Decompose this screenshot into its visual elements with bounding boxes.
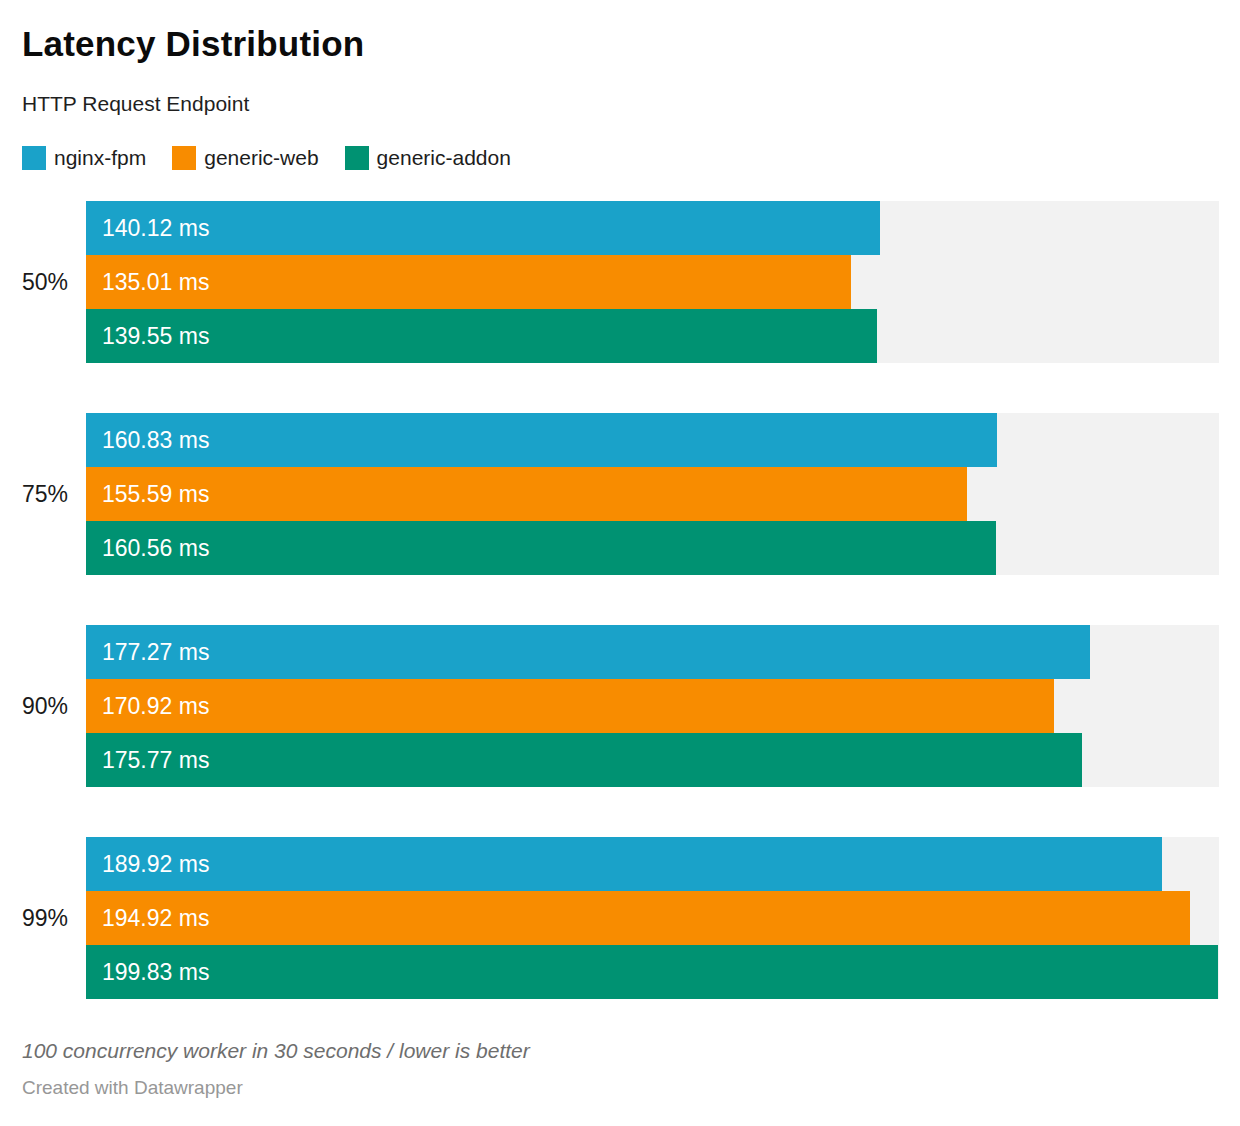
bar-value-label: 140.12 ms <box>102 215 209 242</box>
bar-value-label: 199.83 ms <box>102 959 209 986</box>
chart-group-50%: 50% 140.12 ms 135.01 ms 139.55 ms <box>22 201 1219 363</box>
bar-value-label: 189.92 ms <box>102 851 209 878</box>
bar-generic-addon-99%: 199.83 ms <box>86 945 1218 999</box>
legend-item-generic-addon: generic-addon <box>345 146 511 170</box>
bar-value-label: 160.83 ms <box>102 427 209 454</box>
legend-label: generic-web <box>204 146 318 170</box>
bar-generic-web-75%: 155.59 ms <box>86 467 967 521</box>
legend-swatch-icon <box>22 146 46 170</box>
chart-group-90%: 90% 177.27 ms 170.92 ms 175.77 ms <box>22 625 1219 787</box>
bar-value-label: 194.92 ms <box>102 905 209 932</box>
bar-value-label: 177.27 ms <box>102 639 209 666</box>
bar-track: 140.12 ms 135.01 ms 139.55 ms <box>86 201 1219 363</box>
chart-page: Latency Distribution HTTP Request Endpoi… <box>0 0 1240 1126</box>
chart-subtitle: HTTP Request Endpoint <box>22 91 1219 116</box>
bar-generic-web-99%: 194.92 ms <box>86 891 1190 945</box>
chart-group-75%: 75% 160.83 ms 155.59 ms 160.56 ms <box>22 413 1219 575</box>
legend-label: nginx-fpm <box>54 146 146 170</box>
legend-item-generic-web: generic-web <box>172 146 318 170</box>
chart-note: 100 concurrency worker in 30 seconds / l… <box>22 1039 1219 1063</box>
legend-swatch-icon <box>172 146 196 170</box>
category-label: 75% <box>22 481 86 508</box>
bar-nginx-fpm-50%: 140.12 ms <box>86 201 880 255</box>
bar-value-label: 160.56 ms <box>102 535 209 562</box>
bar-value-label: 170.92 ms <box>102 693 209 720</box>
bar-nginx-fpm-75%: 160.83 ms <box>86 413 997 467</box>
bar-generic-web-50%: 135.01 ms <box>86 255 851 309</box>
category-label: 99% <box>22 905 86 932</box>
legend: nginx-fpm generic-web generic-addon <box>22 146 1219 170</box>
bar-value-label: 155.59 ms <box>102 481 209 508</box>
bar-generic-addon-50%: 139.55 ms <box>86 309 877 363</box>
bar-value-label: 175.77 ms <box>102 747 209 774</box>
bar-value-label: 135.01 ms <box>102 269 209 296</box>
bar-track: 160.83 ms 155.59 ms 160.56 ms <box>86 413 1219 575</box>
bar-track: 177.27 ms 170.92 ms 175.77 ms <box>86 625 1219 787</box>
bar-nginx-fpm-90%: 177.27 ms <box>86 625 1090 679</box>
legend-label: generic-addon <box>377 146 511 170</box>
legend-item-nginx-fpm: nginx-fpm <box>22 146 146 170</box>
datawrapper-attribution: Created with Datawrapper <box>22 1077 1219 1099</box>
legend-swatch-icon <box>345 146 369 170</box>
bar-chart: 50%140.12 ms135.01 ms139.55 ms75%160.83 … <box>22 201 1219 999</box>
bar-nginx-fpm-99%: 189.92 ms <box>86 837 1162 891</box>
bar-generic-addon-90%: 175.77 ms <box>86 733 1082 787</box>
bar-value-label: 139.55 ms <box>102 323 209 350</box>
bar-track: 189.92 ms 194.92 ms 199.83 ms <box>86 837 1219 999</box>
chart-group-99%: 99% 189.92 ms 194.92 ms 199.83 ms <box>22 837 1219 999</box>
category-label: 90% <box>22 693 86 720</box>
bar-generic-addon-75%: 160.56 ms <box>86 521 996 575</box>
bar-generic-web-90%: 170.92 ms <box>86 679 1054 733</box>
page-title: Latency Distribution <box>22 24 1219 64</box>
category-label: 50% <box>22 269 86 296</box>
